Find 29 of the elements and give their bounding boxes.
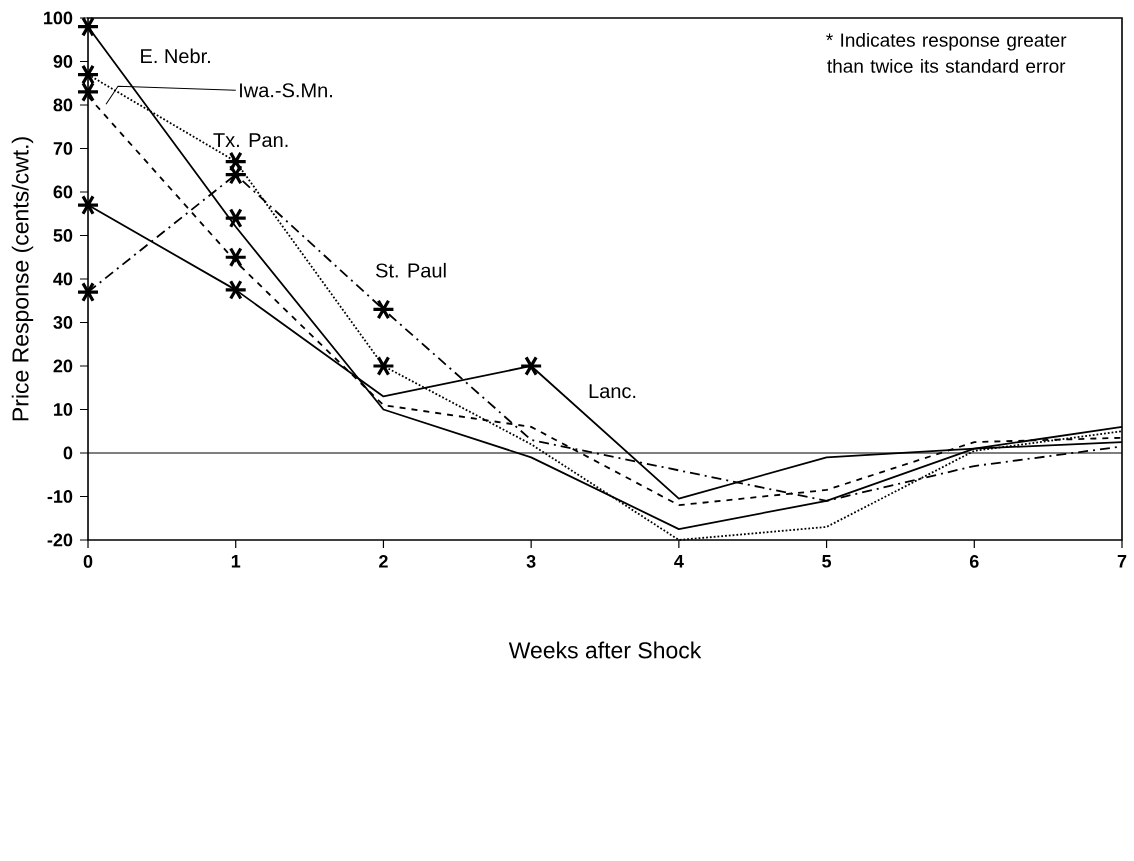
y-tick-label: -20	[47, 533, 73, 547]
text: Iwa.-S.Mn.	[240, 83, 332, 98]
x-tick-label: 4	[674, 555, 684, 568]
x-axis-title: Weeks after Shock	[508, 641, 702, 659]
x-tick-label: 3	[526, 555, 536, 568]
y-tick-label: 100	[44, 11, 73, 25]
y-tick-label: 70	[53, 142, 73, 155]
y-tick-label: 30	[53, 316, 73, 329]
y-tick-label: 40	[53, 272, 73, 286]
x-tick-label: 7	[1117, 555, 1127, 568]
series-label: Lanc.	[589, 384, 636, 399]
y-tick-label: -10	[47, 490, 73, 503]
y-tick-label: 50	[53, 229, 73, 242]
y-tick-label: 10	[54, 403, 73, 416]
x-tick-label: 1	[231, 555, 241, 568]
x-tick-label: 5	[822, 555, 832, 568]
x-tick-label: 6	[969, 555, 979, 568]
y-tick-label: 60	[53, 185, 73, 199]
series-label: E. Nebr.	[141, 48, 210, 64]
x-tick-label: 0	[83, 555, 93, 568]
y-tick-label: 90	[53, 55, 73, 68]
series-label: St. Paul	[376, 262, 446, 278]
annotation: * Indicates response greater than twice its standard error	[826, 32, 1067, 73]
series-label: Tx. Pan.	[213, 133, 288, 148]
y-tick-label: 20	[53, 359, 73, 373]
y-tick-label: 0	[63, 446, 73, 460]
y-axis-title: Price Response (cents/cwt.)	[11, 137, 34, 421]
x-tick-label: 2	[379, 555, 388, 568]
y-tick-label: 80	[53, 98, 73, 112]
